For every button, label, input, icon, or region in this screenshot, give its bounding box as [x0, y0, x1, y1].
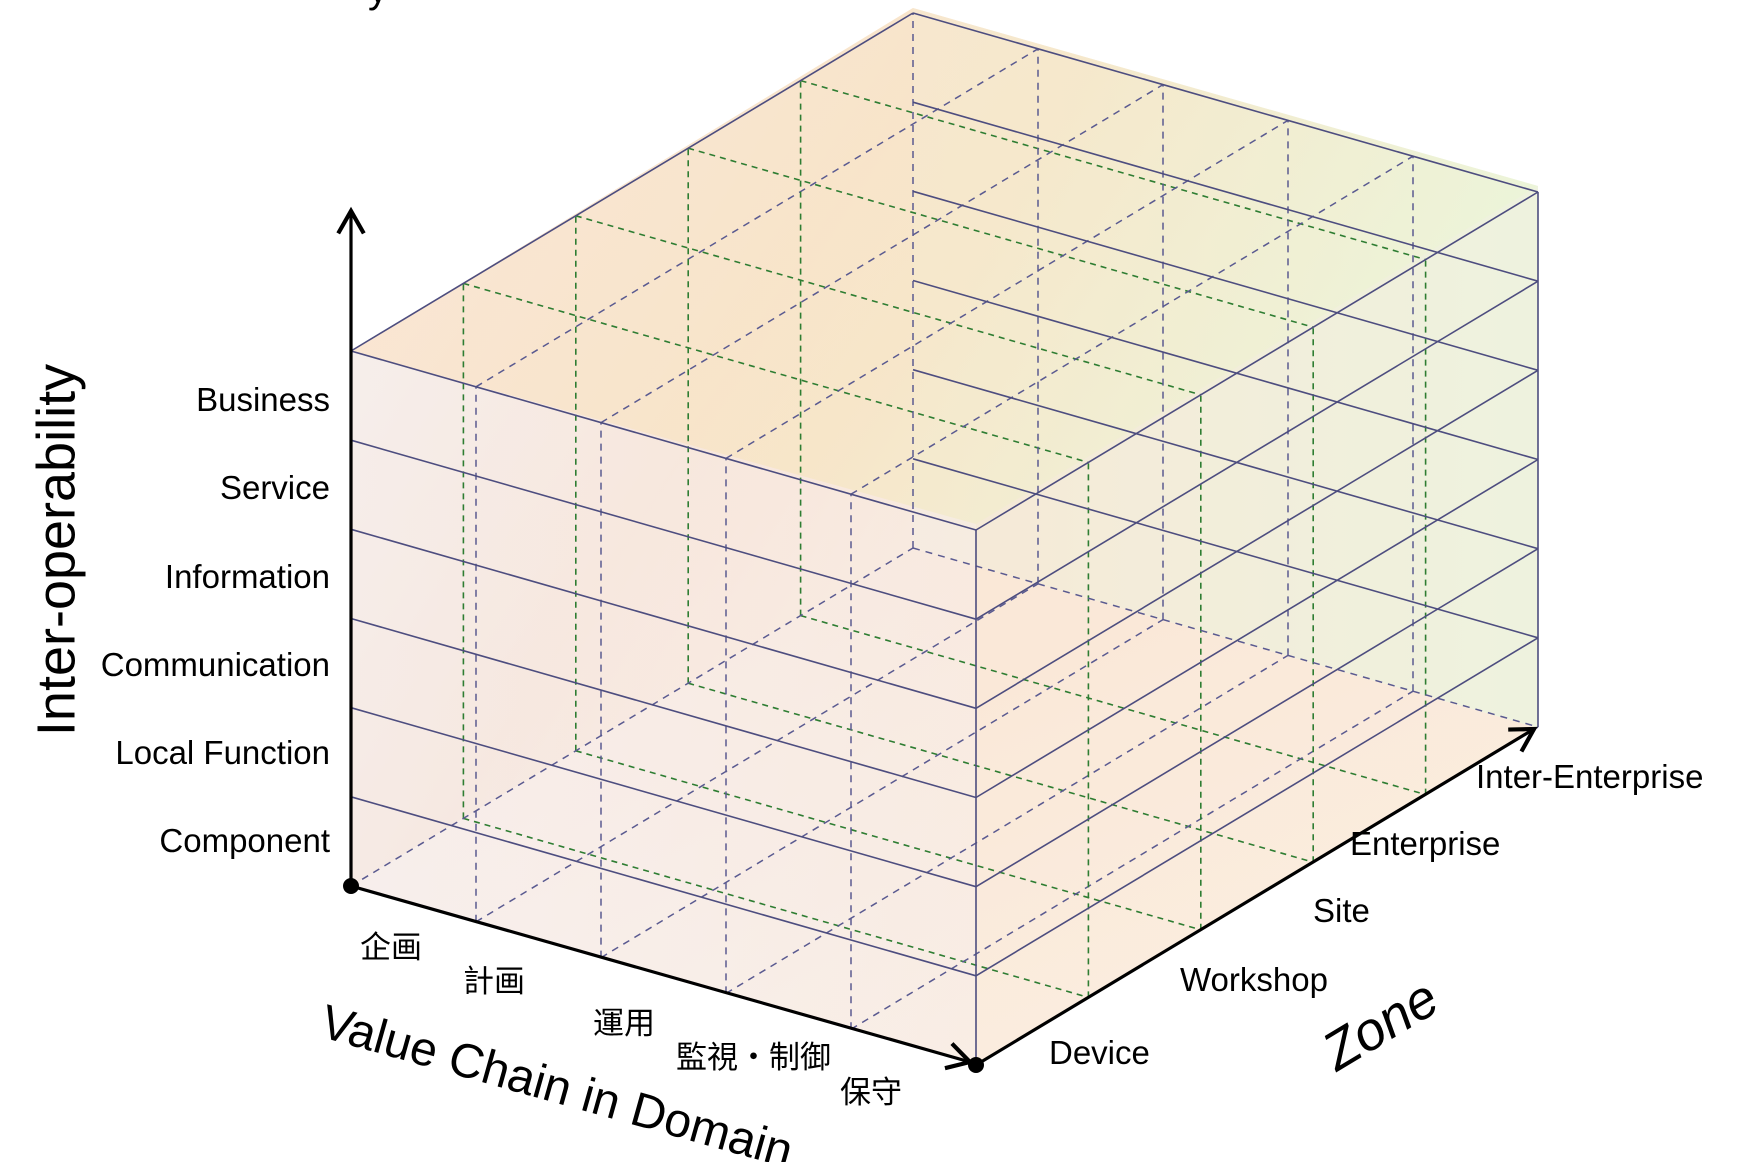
floor-stage-gridline	[850, 690, 1414, 1030]
front-layer-line	[350, 528, 977, 710]
cube-right-face	[976, 186, 1538, 1065]
right-layer-line	[975, 637, 1539, 977]
top-zone-gridline	[463, 282, 1089, 464]
front-layer-line	[350, 796, 977, 977]
floor-stage-gridline	[600, 618, 1164, 959]
floor-zone-gridline	[575, 750, 1202, 931]
layer-label-service: Service	[220, 469, 330, 506]
interoperability-axis-title: Inter-operability	[26, 364, 86, 736]
value-chain-end-dot	[968, 1057, 984, 1073]
front-layer-line	[350, 706, 977, 888]
back-layer-line	[912, 101, 1539, 282]
top-stage-gridline	[725, 119, 1289, 460]
zone-axis-arrow	[975, 726, 1538, 1067]
value-chain-label-kanshi-seigyo: 監視・制御	[676, 1040, 831, 1076]
top-stage-gridline	[475, 48, 1039, 388]
origin-dot	[343, 878, 359, 894]
zone-label-site: Site	[1313, 892, 1370, 929]
zone-label-enterprise: Enterprise	[1350, 825, 1500, 862]
back-layer-line	[912, 458, 1539, 639]
cube-edge	[912, 12, 1539, 193]
front-layer-line	[350, 617, 977, 799]
grid-lines	[350, 12, 1539, 1066]
right-layer-line	[975, 369, 1539, 709]
back-layer-line	[912, 368, 1539, 550]
layer-label-component: Component	[159, 822, 330, 859]
floor-zone-gridline	[463, 817, 1089, 999]
value-chain-label-unyou: 運用	[593, 1006, 655, 1042]
value-chain-axis-line	[350, 884, 975, 1071]
floor-stage-gridline	[475, 583, 1039, 923]
zone-label-device: Device	[1049, 1034, 1150, 1071]
value-chain-label-keikaku: 計画	[463, 964, 525, 1000]
cube-edge	[975, 191, 1539, 531]
zone-axis-title: Zone	[1311, 967, 1449, 1083]
top-zone-gridline	[800, 79, 1426, 261]
value-chain-axis-title: Value Chain in Domain	[315, 996, 799, 1162]
floor-stage-gridline	[725, 654, 1289, 995]
value-chain-label-hoshu: 保守	[840, 1075, 902, 1111]
layer-label-local-function: Local Function	[115, 734, 330, 771]
value-chain-label-kikaku: 企画	[360, 930, 422, 966]
layer-label-business: Business	[196, 381, 330, 418]
floor-zone-gridline	[687, 682, 1314, 863]
back-layer-line	[912, 279, 1539, 461]
floor-zone-gridline	[800, 614, 1426, 796]
partial-title-text: y	[368, 0, 388, 11]
cube-edge	[350, 350, 977, 531]
right-layer-line	[975, 458, 1539, 799]
zone-label-inter-enterprise: Inter-Enterprise	[1476, 758, 1703, 795]
top-zone-gridline	[575, 215, 1202, 396]
hidden-back-edge	[350, 547, 914, 887]
cube-edge	[350, 12, 914, 352]
layer-label-communication: Communication	[101, 646, 330, 683]
top-zone-gridline	[687, 147, 1314, 328]
zone-label-workshop: Workshop	[1180, 961, 1328, 998]
top-stage-gridline	[850, 155, 1414, 495]
hidden-back-edge	[912, 547, 1539, 728]
right-layer-line	[975, 280, 1539, 620]
layer-label-information: Information	[165, 558, 330, 595]
front-layer-line	[350, 439, 977, 620]
top-stage-gridline	[600, 83, 1164, 424]
right-layer-line	[975, 548, 1539, 888]
back-layer-line	[912, 190, 1539, 372]
